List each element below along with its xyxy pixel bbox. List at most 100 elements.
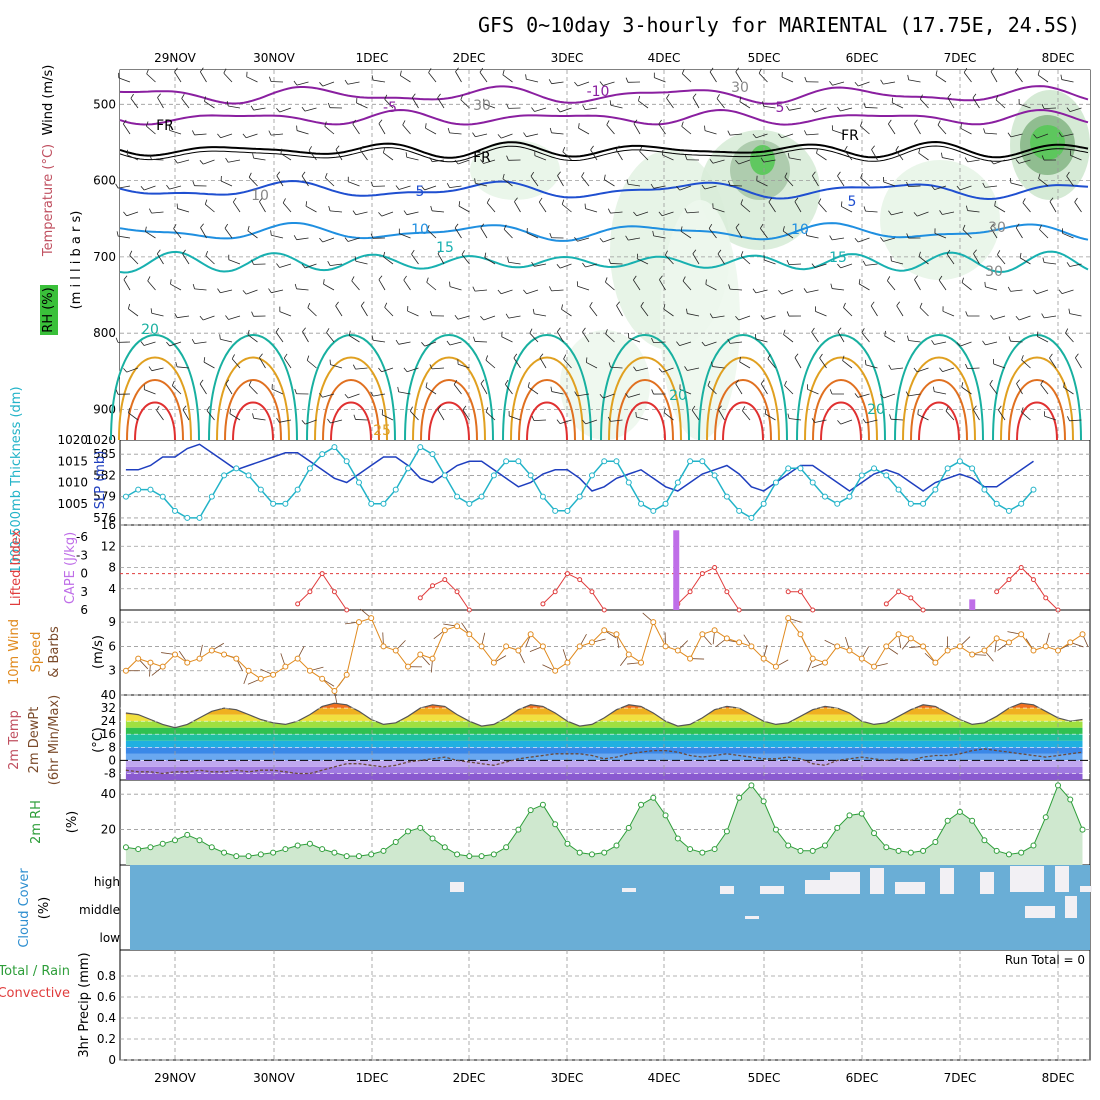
upper-wind-barb xyxy=(253,107,266,111)
lifted-index-point xyxy=(699,571,705,577)
upper-wind-barb-flag xyxy=(335,301,339,307)
upper-wind-barb xyxy=(756,180,768,187)
upper-wind-barb-flag xyxy=(268,130,272,136)
upper-wind-barb-flag xyxy=(887,276,891,281)
upper-wind-barb xyxy=(755,338,768,343)
surface-rh-point xyxy=(674,835,681,842)
lifted-index-point xyxy=(552,589,558,595)
isotherm-minus5 xyxy=(119,108,1089,126)
thickness-point xyxy=(478,493,485,500)
upper-wind-barb-flag xyxy=(972,93,977,99)
upper-wind-barb xyxy=(458,205,470,213)
upper-wind-barb-flag xyxy=(157,93,161,98)
surface-rh-point xyxy=(993,847,1000,854)
date-label-bottom: 29NOV xyxy=(154,1071,196,1085)
upper-wind-barb-flag xyxy=(962,224,966,230)
upper-wind-barb-flag xyxy=(818,198,822,204)
upper-wind-barb xyxy=(679,389,692,395)
upper-wind-barb-flag xyxy=(454,314,459,320)
wind-speed-point xyxy=(993,635,1000,642)
upper-wind-barb-flag xyxy=(941,152,943,158)
upper-wind-barb-flag xyxy=(252,413,255,419)
upper-wind-barb xyxy=(449,185,462,189)
thickness-point xyxy=(454,493,461,500)
upper-wind-barb xyxy=(985,286,998,291)
upper-wind-barb xyxy=(818,202,827,213)
upper-wind-barb-flag xyxy=(686,308,688,314)
lifted-index-point xyxy=(564,571,570,577)
upper-wind-barb-flag xyxy=(581,172,585,177)
y-label-slp: SLP (mb) xyxy=(93,451,108,510)
upper-wind-barb-flag xyxy=(710,361,713,367)
diurnal-isotherm xyxy=(894,334,984,441)
upper-wind-barb xyxy=(384,307,394,317)
wind-speed-point xyxy=(172,651,178,658)
date-label-top: 8DEC xyxy=(1042,51,1075,65)
y-label-2m-rh: 2m RH xyxy=(29,800,44,844)
upper-wind-barb xyxy=(1069,419,1082,422)
precip-tick: 0.4 xyxy=(97,1011,116,1025)
upper-wind-barb xyxy=(998,409,1006,421)
thickness-point xyxy=(785,465,792,472)
upper-wind-barb-flag xyxy=(1041,155,1045,161)
lifted-index-point xyxy=(785,589,791,595)
upper-wind-barb xyxy=(378,123,386,135)
thickness-point xyxy=(576,493,583,500)
surface-rh-point xyxy=(122,844,129,851)
upper-wind-barb-flag xyxy=(1041,313,1045,319)
thickness-tick: 576 xyxy=(93,511,116,525)
upper-wind-barb xyxy=(993,363,1006,369)
upper-wind-barb xyxy=(126,367,139,373)
diurnal-isotherm xyxy=(224,379,282,441)
upper-wind-barb-flag xyxy=(582,327,586,333)
upper-wind-barb xyxy=(373,393,386,397)
surface-rh-point xyxy=(539,801,546,808)
upper-wind-barb xyxy=(156,410,164,421)
upper-wind-barb-flag xyxy=(830,283,833,289)
middle-cloud-block xyxy=(1065,896,1077,918)
upper-wind-barb-flag xyxy=(353,414,356,420)
upper-wind-barb-flag xyxy=(409,406,413,412)
diurnal-isotherm xyxy=(804,356,878,441)
wind-speed-point xyxy=(368,615,375,622)
diurnal-isotherm xyxy=(1000,356,1074,441)
wind-speed-point xyxy=(257,675,264,682)
wind-speed-point xyxy=(184,659,191,666)
surface-rh-point xyxy=(552,821,559,828)
upper-wind-barb-flag xyxy=(607,208,611,214)
upper-wind-barb xyxy=(585,208,598,213)
upper-wind-barb xyxy=(692,97,700,109)
upper-wind-barb xyxy=(814,419,827,423)
thickness-point xyxy=(687,458,694,465)
upper-wind-barb xyxy=(729,185,743,187)
upper-wind-barb xyxy=(1037,74,1049,83)
upper-wind-barb-flag xyxy=(854,393,859,398)
upper-wind-barb xyxy=(605,333,615,343)
upper-wind-barb xyxy=(767,358,776,369)
upper-wind-barb xyxy=(526,289,539,295)
upper-wind-barb-flag xyxy=(370,391,374,397)
upper-wind-barb xyxy=(302,331,309,343)
date-label-top: 4DEC xyxy=(648,51,681,65)
upper-wind-barb xyxy=(604,179,615,187)
upper-wind-barb xyxy=(280,153,292,161)
upper-wind-barb-flag xyxy=(148,208,152,214)
upper-wind-barb xyxy=(735,227,743,239)
upper-wind-barb-flag xyxy=(794,353,799,358)
upper-wind-barb xyxy=(687,211,700,214)
upper-wind-barb-flag xyxy=(918,148,921,154)
upper-wind-barb xyxy=(128,308,139,317)
upper-wind-barb-flag xyxy=(961,277,964,283)
diurnal-isotherm xyxy=(404,334,494,441)
upper-wind-barb xyxy=(680,231,692,239)
upper-wind-barb-flag xyxy=(735,67,740,72)
diurnal-isotherm xyxy=(714,379,772,441)
upper-wind-barb-flag xyxy=(276,417,280,423)
upper-wind-barb xyxy=(348,393,360,399)
upper-wind-barb xyxy=(322,393,335,398)
wind-speed-point xyxy=(122,667,129,674)
upper-wind-barb xyxy=(962,229,972,239)
upper-wind-barb xyxy=(815,311,827,317)
upper-wind-barb xyxy=(917,211,929,217)
upper-wind-barb-flag xyxy=(615,145,620,150)
